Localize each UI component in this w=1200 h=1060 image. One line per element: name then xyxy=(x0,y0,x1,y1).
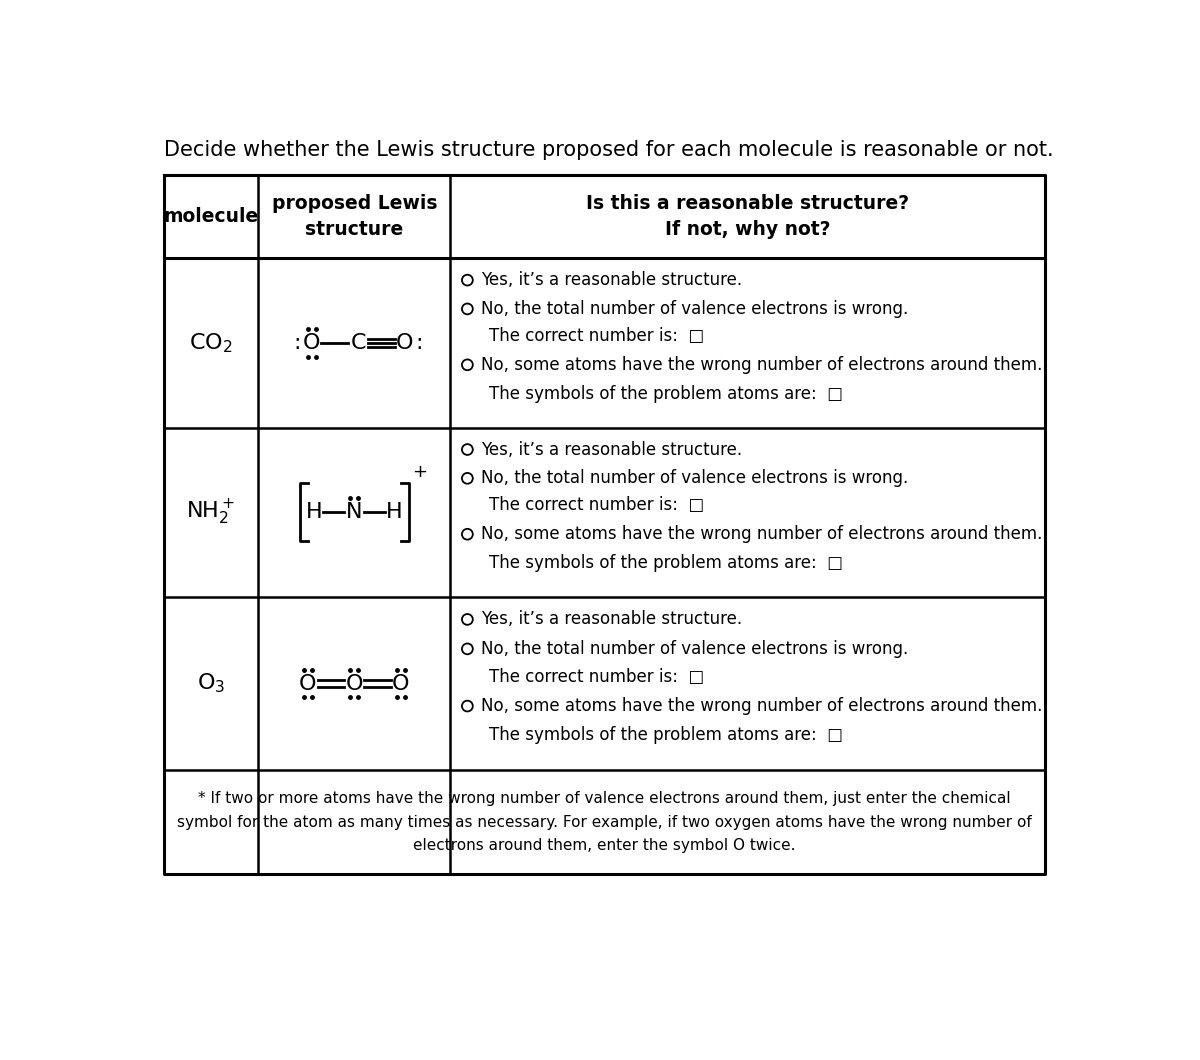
Text: O: O xyxy=(392,673,409,693)
Text: The correct number is:  □: The correct number is: □ xyxy=(490,496,704,514)
Text: The symbols of the problem atoms are:  □: The symbols of the problem atoms are: □ xyxy=(490,385,844,403)
Text: molecule: molecule xyxy=(163,207,259,226)
Text: O: O xyxy=(396,333,414,353)
Text: No, the total number of valence electrons is wrong.: No, the total number of valence electron… xyxy=(481,300,908,318)
Text: No, some atoms have the wrong number of electrons around them.: No, some atoms have the wrong number of … xyxy=(481,697,1043,716)
Text: H: H xyxy=(386,502,403,523)
Text: No, some atoms have the wrong number of electrons around them.: No, some atoms have the wrong number of … xyxy=(481,525,1043,543)
Text: The correct number is:  □: The correct number is: □ xyxy=(490,328,704,345)
Text: proposed Lewis
structure: proposed Lewis structure xyxy=(271,194,437,240)
Text: Decide whether the Lewis structure proposed for each molecule is reasonable or n: Decide whether the Lewis structure propo… xyxy=(164,140,1054,160)
Text: :: : xyxy=(293,333,301,353)
Text: No, the total number of valence electrons is wrong.: No, the total number of valence electron… xyxy=(481,640,908,658)
Text: Yes, it’s a reasonable structure.: Yes, it’s a reasonable structure. xyxy=(481,271,743,289)
Text: C: C xyxy=(350,333,366,353)
Text: The symbols of the problem atoms are:  □: The symbols of the problem atoms are: □ xyxy=(490,554,844,572)
Text: CO$_2$: CO$_2$ xyxy=(190,331,233,355)
Text: :: : xyxy=(415,333,424,353)
Text: H: H xyxy=(306,502,323,523)
Text: O: O xyxy=(299,673,317,693)
Text: NH$_2^+$: NH$_2^+$ xyxy=(186,497,235,527)
Text: No, the total number of valence electrons is wrong.: No, the total number of valence electron… xyxy=(481,470,908,488)
Text: The correct number is:  □: The correct number is: □ xyxy=(490,668,704,686)
Text: The symbols of the problem atoms are:  □: The symbols of the problem atoms are: □ xyxy=(490,726,844,744)
Text: O: O xyxy=(302,333,320,353)
Text: Yes, it’s a reasonable structure.: Yes, it’s a reasonable structure. xyxy=(481,611,743,629)
Text: N: N xyxy=(346,502,362,523)
Text: No, some atoms have the wrong number of electrons around them.: No, some atoms have the wrong number of … xyxy=(481,356,1043,374)
Text: +: + xyxy=(413,462,427,480)
Text: * If two or more atoms have the wrong number of valence electrons around them, j: * If two or more atoms have the wrong nu… xyxy=(178,791,1032,853)
Text: Yes, it’s a reasonable structure.: Yes, it’s a reasonable structure. xyxy=(481,441,743,459)
Text: O$_3$: O$_3$ xyxy=(197,672,226,695)
Text: O: O xyxy=(346,673,364,693)
Text: Is this a reasonable structure?
If not, why not?: Is this a reasonable structure? If not, … xyxy=(586,194,910,240)
